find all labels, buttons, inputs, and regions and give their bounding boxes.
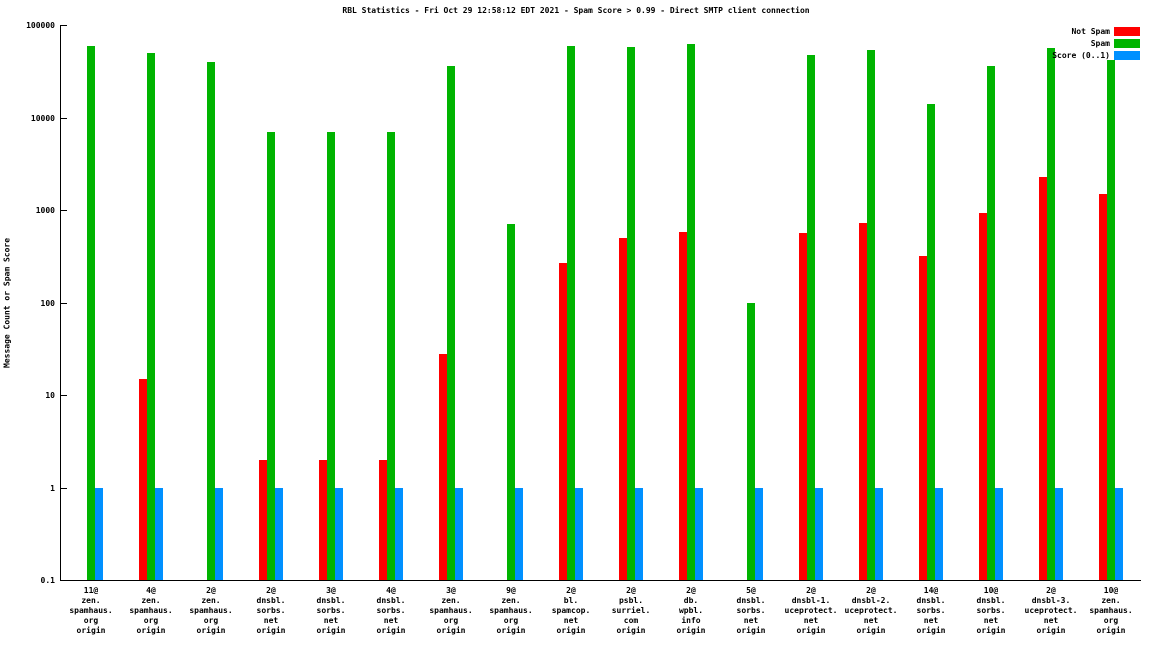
legend-swatch-not-spam — [1114, 27, 1140, 36]
bar-score-0-1- — [935, 487, 943, 580]
bar-score-0-1- — [95, 487, 103, 580]
x-label: 4@ zen. spamhaus. org origin — [129, 586, 173, 635]
bar-not-spam — [679, 231, 687, 580]
bar-spam — [447, 66, 455, 580]
bar-spam — [1107, 59, 1115, 580]
y-tick-label: 100000 — [26, 21, 55, 30]
legend-entry-not-spam: Not Spam — [1071, 27, 1140, 36]
bar-score-0-1- — [215, 487, 223, 580]
bar-spam — [147, 52, 155, 580]
bar-spam — [327, 131, 335, 580]
y-tick-label: 10 — [45, 391, 55, 400]
plot-area: 0.1 1 10 100 1000 10000 100000 11@ zen. spamhau… — [26, 21, 1141, 635]
y-tick — [61, 395, 67, 396]
bar-not-spam — [619, 237, 627, 580]
bar-spam — [807, 54, 815, 580]
y-tick — [61, 117, 67, 119]
bar-spam — [987, 66, 995, 580]
bar-not-spam — [799, 232, 807, 580]
legend-label-spam: Spam — [1090, 39, 1110, 48]
bar-score-0-1- — [1055, 487, 1063, 580]
bar-spam — [507, 224, 515, 580]
bar-spam — [1047, 47, 1055, 580]
bar-score-0-1- — [875, 487, 883, 580]
legend: Not Spam Spam Score (0..1) — [1052, 27, 1140, 60]
x-label: 10@ dnsbl. sorbs. net origin — [976, 586, 1006, 635]
bar-score-0-1- — [275, 487, 283, 580]
x-label: 3@ dnsbl. sorbs. net origin — [316, 586, 346, 635]
bar-score-0-1- — [335, 487, 343, 580]
y-tick-label: 100 — [40, 298, 55, 308]
y-tick — [61, 580, 67, 581]
bar-score-0-1- — [695, 487, 703, 580]
bar-score-0-1- — [995, 487, 1003, 580]
y-tick-label: 0.1 — [40, 576, 55, 585]
bar-spam — [387, 131, 395, 580]
bar-not-spam — [259, 459, 267, 580]
x-label: 5@ dnsbl. sorbs. net origin — [736, 586, 766, 635]
legend-swatch-score — [1114, 51, 1140, 60]
legend-swatch-spam — [1114, 39, 1140, 48]
bar-score-0-1- — [635, 487, 643, 580]
x-label: 4@ dnsbl. sorbs. net origin — [376, 586, 406, 635]
bar-score-0-1- — [455, 487, 463, 580]
bar-not-spam — [439, 353, 447, 580]
bar-not-spam — [559, 262, 567, 580]
bar-not-spam — [859, 222, 867, 580]
x-label: 2@ bl. spamcop. net origin — [551, 586, 591, 635]
y-tick-label: 1 — [50, 483, 55, 493]
y-tick — [61, 25, 67, 26]
x-label: 2@ zen. spamhaus. org origin — [189, 586, 233, 635]
bar-spam — [207, 61, 215, 580]
bar-spam — [267, 131, 275, 580]
x-label: 11@ zen. spamhaus. org origin — [69, 586, 113, 635]
x-label: 14@ dnsbl. sorbs. net origin — [916, 586, 946, 635]
bar-score-0-1- — [155, 487, 163, 580]
bar-not-spam — [979, 212, 987, 580]
x-label: 2@ dnsbl-3. uceprotect. net origin — [1024, 586, 1078, 635]
bar-score-0-1- — [575, 487, 583, 580]
y-tick — [61, 210, 67, 211]
x-label: 3@ zen. spamhaus. org origin — [429, 586, 473, 635]
bar-spam — [927, 103, 935, 580]
y-tick — [61, 302, 67, 304]
x-label: 2@ dnsbl-1. uceprotect. net origin — [784, 586, 838, 635]
x-label: 2@ dnsbl. sorbs. net origin — [256, 586, 286, 635]
legend-entry-score: Score (0..1) — [1052, 51, 1140, 60]
bar-score-0-1- — [515, 487, 523, 580]
chart-title: RBL Statistics - Fri Oct 29 12:58:12 EDT… — [342, 6, 810, 15]
bar-spam — [687, 44, 695, 580]
bar-spam — [867, 49, 875, 580]
bar-score-0-1- — [815, 487, 823, 580]
bar-score-0-1- — [755, 487, 763, 580]
bar-not-spam — [1039, 176, 1047, 580]
y-tick-label: 10000 — [30, 113, 55, 123]
bar-score-0-1- — [395, 487, 403, 580]
y-tick-label: 1000 — [35, 206, 55, 215]
bar-spam — [627, 46, 635, 580]
x-label: 2@ db. wpbl. info origin — [676, 586, 706, 635]
bar-spam — [567, 45, 575, 580]
legend-label-score: Score (0..1) — [1052, 51, 1110, 60]
bar-spam — [747, 302, 755, 580]
bar-not-spam — [1099, 193, 1107, 580]
y-tick — [61, 487, 67, 489]
bar-not-spam — [319, 459, 327, 580]
legend-label-not-spam: Not Spam — [1071, 27, 1110, 36]
legend-entry-spam: Spam — [1091, 39, 1140, 48]
x-label: 10@ zen. spamhaus. org origin — [1089, 586, 1133, 635]
bar-not-spam — [139, 378, 147, 580]
bar-score-0-1- — [1115, 487, 1123, 580]
x-label: 9@ zen. spamhaus. org origin — [489, 586, 533, 635]
bar-spam — [87, 45, 95, 580]
bar-not-spam — [379, 459, 387, 580]
x-label: 2@ dnsbl-2. uceprotect. net origin — [844, 586, 898, 635]
x-label: 2@ psbl. surriel. com origin — [611, 586, 651, 635]
bar-not-spam — [919, 255, 927, 580]
